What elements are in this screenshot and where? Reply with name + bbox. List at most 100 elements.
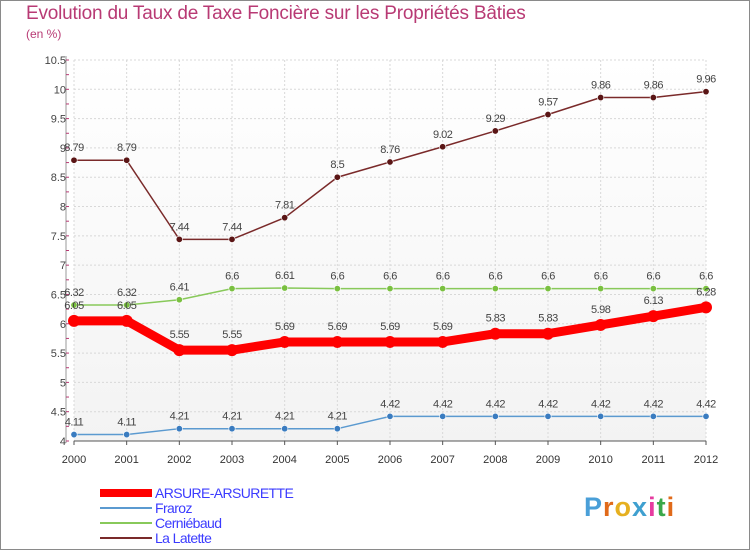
data-label-la-latette: 9.86	[591, 80, 611, 92]
x-tick-label: 2011	[642, 454, 666, 466]
data-label-arsure-arsurette: 5.69	[275, 321, 295, 333]
data-point-cerni-baud	[281, 284, 289, 292]
data-label-cerni-baud: 6.6	[225, 271, 239, 283]
data-point-fraroz	[491, 412, 499, 420]
data-label-arsure-arsurette: 6.13	[644, 295, 664, 307]
data-label-arsure-arsurette: 5.69	[380, 321, 400, 333]
data-point-arsure-arsurette	[647, 310, 660, 323]
data-label-arsure-arsurette: 5.55	[222, 329, 242, 341]
data-label-la-latette: 7.44	[170, 221, 190, 233]
data-label-fraroz: 4.42	[538, 398, 558, 410]
data-point-arsure-arsurette	[436, 335, 449, 348]
logo-letter: r	[603, 492, 615, 522]
data-label-arsure-arsurette: 5.55	[170, 329, 190, 341]
proxiti-logo: Proxiti	[584, 492, 675, 523]
data-label-arsure-arsurette: 6.05	[117, 300, 137, 312]
y-tick-label: 4	[60, 436, 66, 448]
data-point-cerni-baud	[333, 285, 341, 293]
data-point-cerni-baud	[386, 285, 394, 293]
data-point-fraroz	[123, 431, 131, 439]
data-point-la-latette	[228, 235, 236, 243]
data-label-cerni-baud: 6.6	[330, 271, 344, 283]
data-label-cerni-baud: 6.6	[594, 271, 608, 283]
data-label-arsure-arsurette: 6.28	[696, 286, 716, 298]
data-point-arsure-arsurette	[226, 344, 238, 357]
y-tick-label: 9.5	[51, 114, 66, 126]
data-point-la-latette	[281, 214, 289, 222]
data-label-fraroz: 4.11	[65, 417, 84, 429]
data-point-arsure-arsurette	[384, 335, 396, 348]
legend-label-arsure-arsurette: ARSURE-ARSURETTE	[155, 485, 293, 501]
data-point-fraroz	[386, 412, 394, 420]
y-unit-label: (en %)	[26, 27, 62, 41]
data-point-cerni-baud	[175, 296, 183, 304]
data-label-fraroz: 4.42	[644, 398, 664, 410]
y-tick-label: 10.5	[45, 55, 66, 67]
data-point-la-latette	[439, 143, 447, 151]
x-tick-label: 2009	[536, 454, 560, 466]
data-point-la-latette	[123, 156, 131, 164]
data-point-arsure-arsurette	[68, 314, 80, 327]
data-point-fraroz	[597, 412, 605, 420]
data-point-fraroz	[175, 425, 183, 433]
data-label-fraroz: 4.21	[328, 411, 348, 423]
data-point-arsure-arsurette	[542, 327, 554, 340]
x-tick-label: 2007	[430, 454, 454, 466]
x-tick-label: 2012	[694, 454, 718, 466]
data-label-arsure-arsurette: 5.98	[591, 304, 611, 316]
data-point-fraroz	[649, 412, 657, 420]
x-tick-label: 2004	[272, 454, 296, 466]
x-tick-label: 2000	[62, 454, 86, 466]
data-label-arsure-arsurette: 5.83	[538, 313, 558, 325]
data-label-fraroz: 4.42	[486, 398, 506, 410]
x-tick-label: 2002	[167, 454, 191, 466]
data-point-fraroz	[702, 412, 710, 420]
data-label-la-latette: 8.5	[330, 159, 344, 171]
x-tick-label: 2005	[325, 454, 349, 466]
data-label-fraroz: 4.21	[275, 411, 295, 423]
data-label-la-latette: 9.86	[644, 80, 664, 92]
data-point-la-latette	[333, 173, 341, 181]
data-label-la-latette: 8.79	[117, 142, 137, 154]
data-point-arsure-arsurette	[278, 335, 291, 348]
data-point-cerni-baud	[702, 285, 710, 293]
data-point-la-latette	[491, 127, 499, 135]
data-point-cerni-baud	[123, 301, 131, 309]
logo-letter: i	[666, 492, 676, 522]
y-tick-label: 5	[60, 377, 66, 389]
data-label-la-latette: 9.96	[696, 74, 716, 86]
data-point-arsure-arsurette	[331, 335, 344, 348]
data-label-fraroz: 4.11	[117, 417, 136, 429]
data-label-cerni-baud: 6.6	[699, 271, 713, 283]
data-point-la-latette	[544, 111, 552, 119]
data-label-cerni-baud: 6.61	[275, 270, 295, 282]
y-tick-label: 10	[54, 84, 66, 96]
logo-letter: t	[656, 492, 667, 522]
chart-title: Evolution du Taux de Taxe Foncière sur l…	[26, 3, 526, 24]
data-label-fraroz: 4.21	[222, 411, 242, 423]
data-label-arsure-arsurette: 6.05	[64, 300, 84, 312]
legend-label-cerni-baud: Cerniébaud	[155, 515, 221, 531]
x-tick-label: 2001	[114, 454, 138, 466]
data-label-cerni-baud: 6.41	[170, 282, 190, 294]
data-point-arsure-arsurette	[173, 344, 186, 357]
x-tick-label: 2010	[588, 454, 612, 466]
data-label-la-latette: 9.02	[433, 129, 453, 141]
data-point-fraroz	[70, 431, 78, 439]
data-point-la-latette	[649, 94, 657, 102]
data-point-cerni-baud	[597, 285, 605, 293]
data-label-la-latette: 8.79	[64, 142, 84, 154]
data-point-cerni-baud	[228, 285, 236, 293]
y-tick-label: 4.5	[51, 407, 66, 419]
data-point-la-latette	[702, 88, 710, 96]
data-point-arsure-arsurette	[120, 314, 133, 327]
data-point-cerni-baud	[439, 285, 447, 293]
data-label-arsure-arsurette: 5.69	[328, 321, 348, 333]
data-label-fraroz: 4.42	[380, 398, 400, 410]
data-point-fraroz	[439, 412, 447, 420]
logo-letter: x	[632, 492, 649, 522]
data-label-fraroz: 4.42	[696, 398, 716, 410]
data-label-cerni-baud: 6.32	[64, 287, 84, 299]
x-tick-label: 2003	[220, 454, 244, 466]
